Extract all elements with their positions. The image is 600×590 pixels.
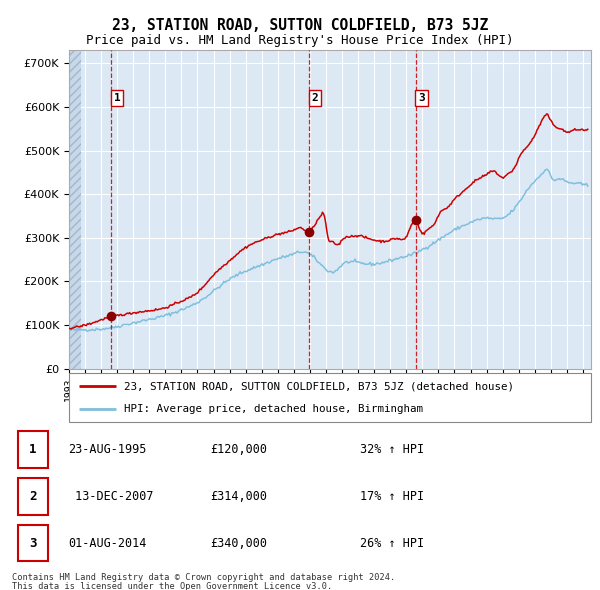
- Text: 1: 1: [114, 93, 121, 103]
- Text: 26% ↑ HPI: 26% ↑ HPI: [360, 536, 424, 549]
- FancyBboxPatch shape: [69, 373, 591, 422]
- Text: 3: 3: [29, 536, 37, 549]
- FancyBboxPatch shape: [18, 478, 48, 514]
- Text: 1: 1: [29, 443, 37, 456]
- Text: 2: 2: [311, 93, 318, 103]
- Text: 23-AUG-1995: 23-AUG-1995: [68, 443, 146, 456]
- Text: Contains HM Land Registry data © Crown copyright and database right 2024.: Contains HM Land Registry data © Crown c…: [12, 573, 395, 582]
- Bar: [69, 50, 81, 369]
- Text: £340,000: £340,000: [210, 536, 267, 549]
- Text: 23, STATION ROAD, SUTTON COLDFIELD, B73 5JZ: 23, STATION ROAD, SUTTON COLDFIELD, B73 …: [112, 18, 488, 32]
- Text: £314,000: £314,000: [210, 490, 267, 503]
- Text: 13-DEC-2007: 13-DEC-2007: [68, 490, 154, 503]
- Text: This data is licensed under the Open Government Licence v3.0.: This data is licensed under the Open Gov…: [12, 582, 332, 590]
- Text: 32% ↑ HPI: 32% ↑ HPI: [360, 443, 424, 456]
- FancyBboxPatch shape: [18, 525, 48, 561]
- Text: 3: 3: [418, 93, 425, 103]
- Text: 17% ↑ HPI: 17% ↑ HPI: [360, 490, 424, 503]
- FancyBboxPatch shape: [18, 431, 48, 468]
- Text: HPI: Average price, detached house, Birmingham: HPI: Average price, detached house, Birm…: [124, 404, 423, 414]
- Text: Price paid vs. HM Land Registry's House Price Index (HPI): Price paid vs. HM Land Registry's House …: [86, 34, 514, 47]
- Text: 2: 2: [29, 490, 37, 503]
- Text: 01-AUG-2014: 01-AUG-2014: [68, 536, 146, 549]
- Text: £120,000: £120,000: [210, 443, 267, 456]
- Text: 23, STATION ROAD, SUTTON COLDFIELD, B73 5JZ (detached house): 23, STATION ROAD, SUTTON COLDFIELD, B73 …: [124, 381, 514, 391]
